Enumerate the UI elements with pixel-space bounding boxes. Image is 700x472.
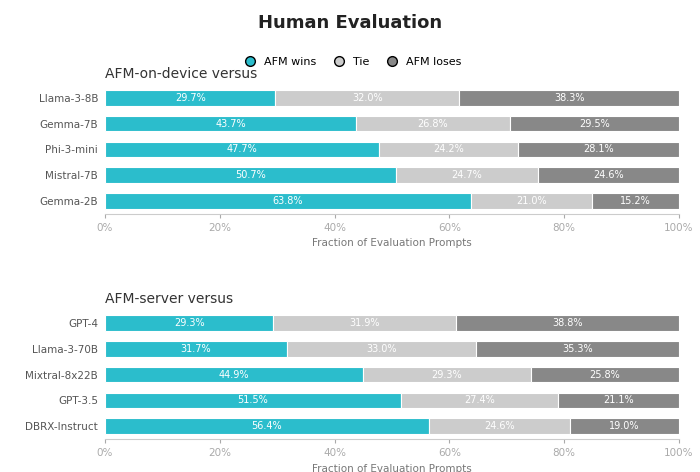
Bar [276,90,459,106]
Bar [105,193,471,209]
Text: 38.8%: 38.8% [552,318,583,328]
Text: 47.7%: 47.7% [227,144,258,154]
Bar [558,393,679,408]
Bar [570,418,679,434]
Bar [379,142,518,157]
Bar [105,168,396,183]
Bar [428,418,570,434]
Bar [531,367,679,382]
Text: 21.1%: 21.1% [603,396,634,405]
Bar [105,367,363,382]
Text: 27.4%: 27.4% [464,396,495,405]
Bar [105,142,379,157]
Text: 19.0%: 19.0% [609,421,640,431]
Text: 38.3%: 38.3% [554,93,584,103]
Text: 33.0%: 33.0% [366,344,397,354]
Bar [396,168,538,183]
Bar [105,393,400,408]
Bar [538,168,679,183]
Text: 28.1%: 28.1% [583,144,614,154]
Bar [400,393,558,408]
Bar [459,90,679,106]
Text: 43.7%: 43.7% [215,118,246,128]
Text: 24.6%: 24.6% [484,421,514,431]
X-axis label: Fraction of Evaluation Prompts: Fraction of Evaluation Prompts [312,464,472,472]
Text: 24.2%: 24.2% [433,144,463,154]
Text: AFM-server versus: AFM-server versus [105,292,233,306]
Text: 56.4%: 56.4% [251,421,282,431]
Text: 32.0%: 32.0% [352,93,383,103]
Bar [105,90,276,106]
Text: 15.2%: 15.2% [620,196,651,206]
Bar [363,367,531,382]
Text: 51.5%: 51.5% [237,396,268,405]
X-axis label: Fraction of Evaluation Prompts: Fraction of Evaluation Prompts [312,238,472,248]
Bar [518,142,679,157]
Text: 25.8%: 25.8% [589,370,620,379]
Text: 31.9%: 31.9% [349,318,380,328]
Text: 31.7%: 31.7% [181,344,211,354]
Text: 21.0%: 21.0% [516,196,547,206]
Bar [105,315,273,331]
Bar [510,116,679,131]
Bar [456,315,679,331]
Bar [105,116,356,131]
Text: 29.7%: 29.7% [175,93,206,103]
Bar [592,193,679,209]
Text: 29.5%: 29.5% [579,118,610,128]
Legend: AFM wins, Tie, AFM loses: AFM wins, Tie, AFM loses [234,53,466,72]
Text: 29.3%: 29.3% [431,370,462,379]
Bar [105,418,428,434]
Bar [477,341,679,356]
Text: 35.3%: 35.3% [562,344,593,354]
Bar [471,193,592,209]
Bar [287,341,477,356]
Bar [356,116,510,131]
Bar [273,315,456,331]
Text: 50.7%: 50.7% [235,170,266,180]
Text: 24.6%: 24.6% [593,170,624,180]
Text: 44.9%: 44.9% [218,370,249,379]
Text: AFM-on-device versus: AFM-on-device versus [105,67,258,81]
Text: 26.8%: 26.8% [417,118,448,128]
Bar [105,341,287,356]
Text: 24.7%: 24.7% [452,170,482,180]
Text: 29.3%: 29.3% [174,318,204,328]
Text: Human Evaluation: Human Evaluation [258,14,442,32]
Text: 63.8%: 63.8% [273,196,303,206]
